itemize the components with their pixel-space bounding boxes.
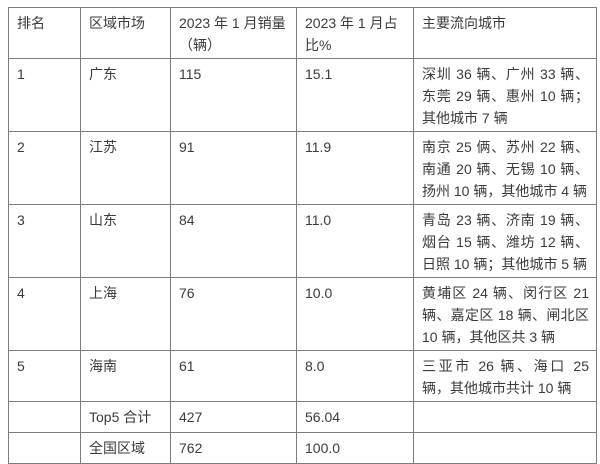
- cell-sales: 61: [170, 350, 297, 402]
- cell-share: 11.9: [296, 131, 414, 205]
- cell-cities: 黄埔区 24 辆、闵行区 21 辆、嘉定区 18 辆、闸北区 10 辆，其他区共…: [413, 277, 597, 351]
- table-row: 5 海南 61 8.0 三亚市 26 辆、海口 25 辆，其他城市共计 10 辆: [8, 350, 597, 402]
- cell-rank: 4: [8, 277, 81, 351]
- cell-rank: 1: [8, 58, 81, 132]
- table-row: 2 江苏 91 11.9 南京 25 俩、苏州 22 辆、南通 20 辆、无锡 …: [8, 131, 597, 205]
- cell-share: 100.0: [296, 432, 414, 464]
- header-sales: 2023 年 1 月销量（辆）: [170, 7, 297, 59]
- cell-region: 全国区域: [80, 432, 171, 464]
- cell-region: 海南: [80, 350, 171, 402]
- header-region: 区域市场: [80, 7, 171, 59]
- cell-rank: 5: [8, 350, 81, 402]
- cell-sales: 76: [170, 277, 297, 351]
- cell-sales: 84: [170, 204, 297, 278]
- cell-share: 8.0: [296, 350, 414, 402]
- cell-cities: 青岛 23 辆、济南 19 辆、烟台 15 辆、潍坊 12 辆、日照 10 辆；…: [413, 204, 597, 278]
- cell-rank: 2: [8, 131, 81, 205]
- table-row: 4 上海 76 10.0 黄埔区 24 辆、闵行区 21 辆、嘉定区 18 辆、…: [8, 277, 597, 351]
- cell-region: Top5 合计: [80, 401, 171, 433]
- header-row: 排名 区域市场 2023 年 1 月销量（辆） 2023 年 1 月占比% 主要…: [8, 7, 597, 59]
- cell-region: 江苏: [80, 131, 171, 205]
- cell-share: 10.0: [296, 277, 414, 351]
- cell-rank: [8, 432, 81, 464]
- header-share: 2023 年 1 月占比%: [296, 7, 414, 59]
- table-row: 1 广东 115 15.1 深圳 36 辆、广州 33 辆、东莞 29 辆、惠州…: [8, 58, 597, 132]
- cell-cities: 三亚市 26 辆、海口 25 辆，其他城市共计 10 辆: [413, 350, 597, 402]
- cell-rank: 3: [8, 204, 81, 278]
- regional-sales-table: 排名 区域市场 2023 年 1 月销量（辆） 2023 年 1 月占比% 主要…: [8, 7, 597, 464]
- cell-share: 15.1: [296, 58, 414, 132]
- cell-cities: 深圳 36 辆、广州 33 辆、东莞 29 辆、惠州 10 辆；其他城市 7 辆: [413, 58, 597, 132]
- cell-region: 广东: [80, 58, 171, 132]
- cell-share: 11.0: [296, 204, 414, 278]
- table-row: 3 山东 84 11.0 青岛 23 辆、济南 19 辆、烟台 15 辆、潍坊 …: [8, 204, 597, 278]
- table-row-national-total: 全国区域 762 100.0: [8, 432, 597, 464]
- cell-region: 上海: [80, 277, 171, 351]
- header-cities: 主要流向城市: [413, 7, 597, 59]
- cell-region: 山东: [80, 204, 171, 278]
- cell-share: 56.04: [296, 401, 414, 433]
- regional-sales-table-container: 排名 区域市场 2023 年 1 月销量（辆） 2023 年 1 月占比% 主要…: [8, 7, 597, 464]
- header-rank: 排名: [8, 7, 81, 59]
- cell-cities: [413, 401, 597, 433]
- cell-rank: [8, 401, 81, 433]
- cell-cities: [413, 432, 597, 464]
- cell-cities: 南京 25 俩、苏州 22 辆、南通 20 辆、无锡 10 辆、扬州 10 辆，…: [413, 131, 597, 205]
- cell-sales: 427: [170, 401, 297, 433]
- cell-sales: 115: [170, 58, 297, 132]
- cell-sales: 91: [170, 131, 297, 205]
- cell-sales: 762: [170, 432, 297, 464]
- table-row-top5-total: Top5 合计 427 56.04: [8, 401, 597, 433]
